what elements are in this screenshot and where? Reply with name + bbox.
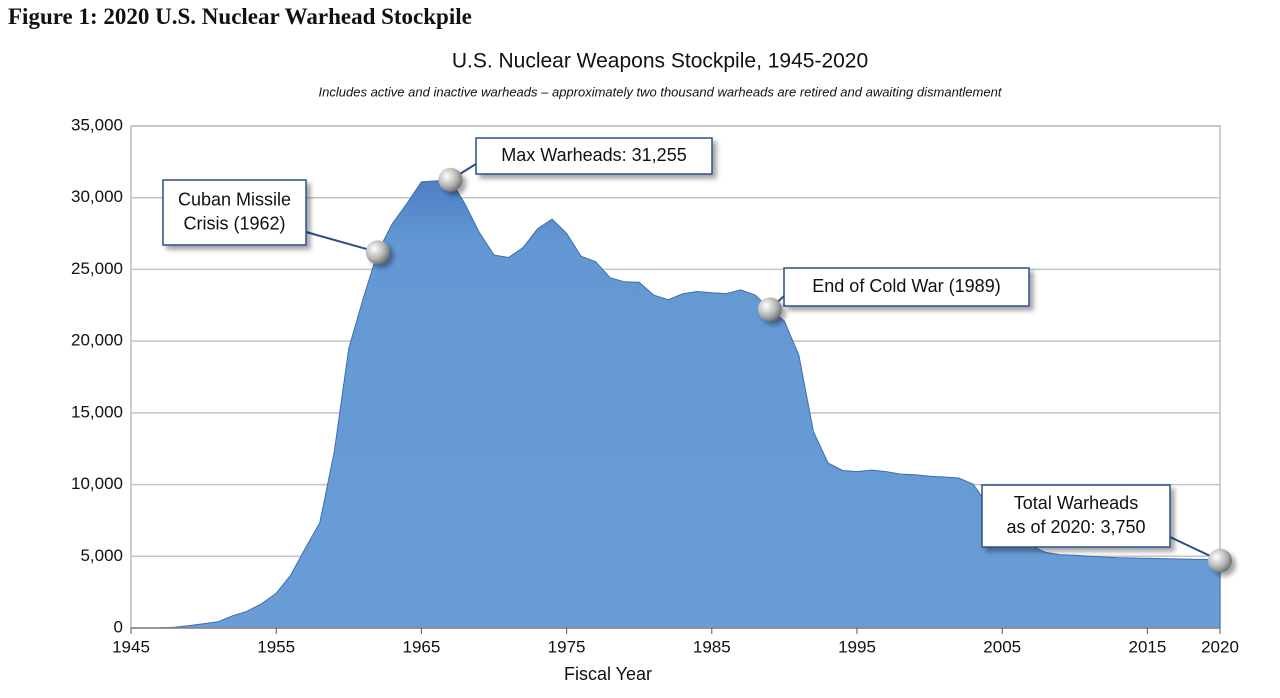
x-tick-label: 1995 bbox=[838, 637, 876, 656]
x-tick-label: 2020 bbox=[1201, 637, 1239, 656]
annotation-marker bbox=[365, 240, 390, 265]
annotation-marker bbox=[1208, 548, 1232, 573]
chart-title: U.S. Nuclear Weapons Stockpile, 1945-202… bbox=[452, 50, 868, 73]
annotation-marker bbox=[438, 167, 463, 192]
callout-text: as of 2020: 3,750 bbox=[1006, 517, 1145, 537]
y-tick-label: 10,000 bbox=[71, 474, 123, 493]
y-tick-label: 35,000 bbox=[71, 115, 123, 134]
x-tick-label: 2005 bbox=[983, 637, 1021, 656]
callout-pointer bbox=[305, 231, 379, 254]
y-tick-label: 25,000 bbox=[71, 259, 123, 278]
callout-box bbox=[162, 179, 307, 246]
chart-subtitle: Includes active and inactive warheads – … bbox=[319, 84, 1003, 99]
x-tick-label: 1975 bbox=[548, 637, 586, 656]
x-tick-label: 1985 bbox=[693, 637, 731, 656]
x-tick-label: 1965 bbox=[402, 637, 440, 656]
y-tick-label: 20,000 bbox=[71, 331, 123, 350]
callout-text: Max Warheads: 31,255 bbox=[501, 145, 686, 165]
area bbox=[130, 179, 1221, 629]
callout-box bbox=[981, 484, 1171, 548]
x-tick-label: 2015 bbox=[1128, 637, 1166, 656]
callout-text: End of Cold War (1989) bbox=[812, 276, 1000, 296]
y-tick-label: 30,000 bbox=[71, 187, 123, 206]
annotation-marker bbox=[757, 297, 782, 322]
callout-text: Crisis (1962) bbox=[183, 213, 285, 233]
callout-text: Cuban Missile bbox=[178, 189, 291, 209]
callout-text: Total Warheads bbox=[1014, 493, 1138, 513]
y-tick-label: 5,000 bbox=[80, 546, 123, 565]
x-tick-label: 1955 bbox=[257, 637, 295, 656]
figure-caption: Figure 1: 2020 U.S. Nuclear Warhead Stoc… bbox=[8, 4, 472, 29]
x-tick-label: 1945 bbox=[112, 637, 150, 656]
y-tick-label: 15,000 bbox=[71, 402, 123, 421]
y-tick-label: 0 bbox=[114, 617, 123, 636]
callout-box bbox=[783, 267, 1030, 307]
callout-box bbox=[475, 137, 713, 175]
x-axis-label: Fiscal Year bbox=[564, 664, 652, 684]
